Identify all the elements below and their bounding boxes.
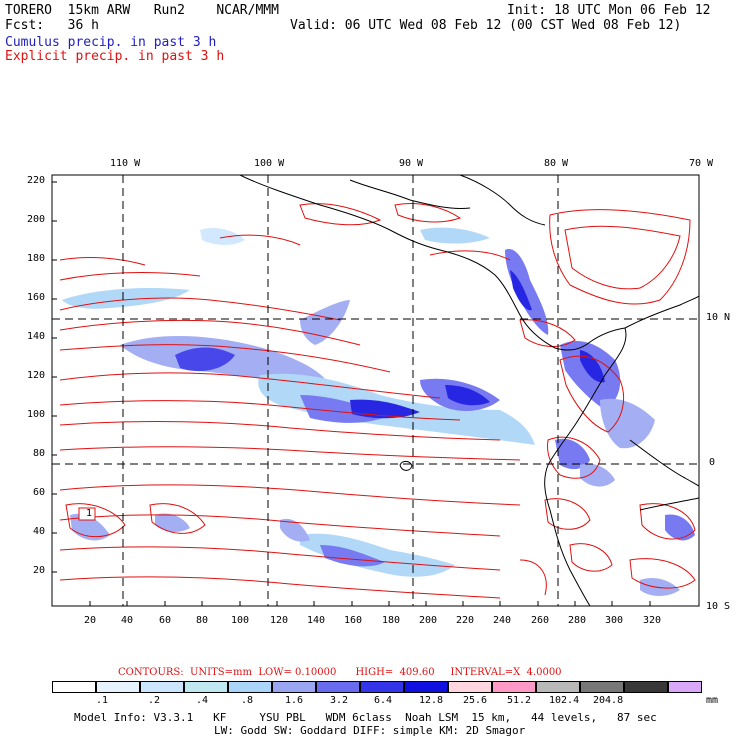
colorbar-label: 204.8 [593, 695, 624, 706]
lon-label-80w: 80 W [544, 158, 569, 169]
model-physics: LW: Godd SW: Goddard DIFF: simple KM: 2D… [214, 724, 526, 737]
legend-cumulus: Cumulus precip. in past 3 h [5, 35, 217, 50]
y-tick: 60 [33, 487, 46, 498]
colorbar-cell [228, 681, 272, 693]
cumulus-precip-patches [62, 227, 695, 596]
x-tick: 220 [456, 615, 475, 626]
lon-label-70w: 70 W [689, 158, 714, 169]
lon-label-90w: 90 W [399, 158, 424, 169]
lat-label-10n: 10 N [706, 312, 731, 323]
x-tick: 260 [531, 615, 550, 626]
latlon-grid [52, 175, 699, 606]
lon-label-110w: 110 W [110, 158, 141, 169]
y-tick: 100 [27, 409, 46, 420]
colorbar-cell [492, 681, 536, 693]
valid-time: Valid: 06 UTC Wed 08 Feb 12 (00 CST Wed … [290, 18, 682, 33]
lat-label-0: 0 [709, 457, 716, 468]
model-info: Model Info: V3.3.1 KF YSU PBL WDM 6class… [74, 711, 657, 724]
lon-label-100w: 100 W [254, 158, 285, 169]
x-tick: 140 [307, 615, 326, 626]
colorbar-label: 3.2 [330, 695, 349, 706]
x-tick: 200 [419, 615, 438, 626]
contours-info: CONTOURS: UNITS=mm LOW= 0.10000 HIGH= 40… [118, 667, 562, 678]
x-tick: 60 [159, 615, 172, 626]
colorbar-cell [360, 681, 404, 693]
x-tick: 80 [196, 615, 209, 626]
x-tick: 320 [643, 615, 662, 626]
colorbar-cell [536, 681, 580, 693]
y-tick: 140 [27, 331, 46, 342]
colorbar-cell [316, 681, 360, 693]
y-tick: 120 [27, 370, 46, 381]
colorbar-label: 6.4 [374, 695, 393, 706]
x-tick: 240 [493, 615, 512, 626]
grid-box-marker [78, 507, 96, 521]
colorbar-label: 25.6 [463, 695, 488, 706]
x-tick: 180 [382, 615, 401, 626]
y-tick: 180 [27, 253, 46, 264]
colorbar-cell [96, 681, 140, 693]
x-tick: 160 [344, 615, 363, 626]
lat-label-10s: 10 S [706, 601, 731, 612]
x-tick: 40 [121, 615, 134, 626]
colorbar-cell [624, 681, 668, 693]
y-tick: 40 [33, 526, 46, 537]
axis-ticks [52, 181, 651, 606]
colorbar-cell [272, 681, 316, 693]
y-tick: 220 [27, 175, 46, 186]
y-tick: 80 [33, 448, 46, 459]
grid-box-label: 1 [86, 508, 93, 519]
colorbar-cell [448, 681, 492, 693]
explicit-precip-contours [59, 202, 696, 599]
colorbar-cell [668, 681, 702, 693]
colorbar-label: .4 [196, 695, 209, 706]
colorbar-label: 51.2 [507, 695, 532, 706]
x-tick: 300 [605, 615, 624, 626]
colorbar-label: .1 [96, 695, 109, 706]
legend-explicit: Explicit precip. in past 3 h [5, 49, 225, 64]
colorbar-cell [404, 681, 448, 693]
colorbar-cell [184, 681, 228, 693]
coastlines [239, 175, 699, 606]
colorbar-unit: mm [706, 695, 719, 706]
colorbar-label: 102.4 [549, 695, 580, 706]
colorbar-label: .2 [148, 695, 161, 706]
colorbar-cell [140, 681, 184, 693]
y-tick: 200 [27, 214, 46, 225]
colorbar-label: .8 [241, 695, 254, 706]
header-title: TORERO 15km ARW Run2 NCAR/MMM [5, 3, 279, 18]
colorbar-label: 1.6 [285, 695, 304, 706]
forecast-hour: Fcst: 36 h [5, 18, 99, 33]
colorbar-label: 12.8 [419, 695, 444, 706]
init-time: Init: 18 UTC Mon 06 Feb 12 [507, 3, 711, 18]
plot-frame [51, 174, 700, 607]
y-tick: 20 [33, 565, 46, 576]
colorbar-cell [580, 681, 624, 693]
x-tick: 120 [270, 615, 289, 626]
y-tick: 160 [27, 292, 46, 303]
x-tick: 280 [568, 615, 587, 626]
x-tick: 20 [84, 615, 97, 626]
colorbar-cell [52, 681, 96, 693]
x-tick: 100 [231, 615, 250, 626]
